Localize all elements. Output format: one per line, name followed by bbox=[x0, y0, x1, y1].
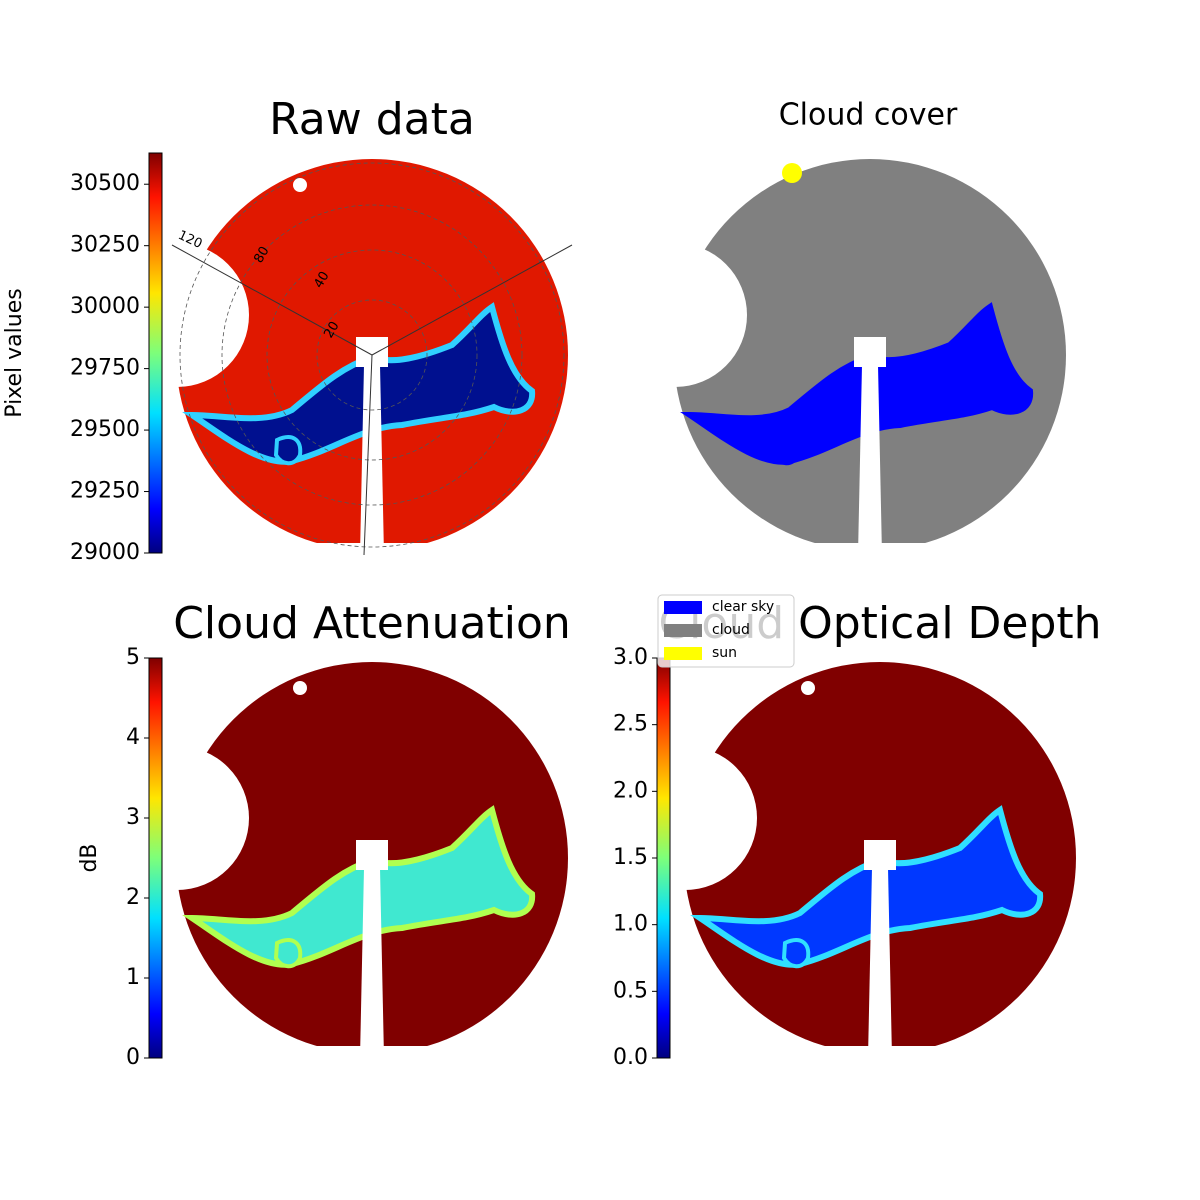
colorbar-label: Pixel values bbox=[2, 288, 27, 417]
colorbar-tick-label: 30250 bbox=[70, 233, 140, 258]
colorbar-tick-label: 3.0 bbox=[613, 645, 648, 670]
panel-title: Cloud Attenuation bbox=[173, 598, 571, 649]
colorbar-tick-label: 30500 bbox=[70, 171, 140, 196]
polar-label: 40 bbox=[311, 269, 332, 291]
sun-mask bbox=[293, 178, 307, 192]
cloud-gap bbox=[182, 302, 536, 465]
colorbar-tick-label: 29500 bbox=[70, 417, 140, 442]
cloud-gap bbox=[680, 302, 1034, 465]
cloud-gap bbox=[771, 435, 801, 466]
colorbar-tick-label: 2.0 bbox=[613, 778, 648, 803]
camera-arm bbox=[360, 868, 384, 1058]
colorbar bbox=[148, 657, 163, 1059]
polar-ray bbox=[371, 244, 573, 356]
colorbar-tick-label: 29000 bbox=[70, 540, 140, 565]
polar-grid bbox=[179, 162, 565, 548]
colorbar-tick-label: 0.0 bbox=[613, 1045, 648, 1070]
colorbar-tick-label: 0 bbox=[126, 1045, 140, 1070]
camera-arm bbox=[868, 868, 892, 1058]
colorbar-tick-label: 2 bbox=[126, 885, 140, 910]
camera-mount bbox=[864, 840, 896, 870]
obstruction bbox=[613, 746, 757, 890]
legend-label: clear sky bbox=[712, 599, 774, 615]
polar-grid bbox=[221, 204, 523, 506]
image-panel bbox=[105, 662, 572, 1066]
colorbar-tick-label: 3 bbox=[126, 805, 140, 830]
colorbar-tick-label: 1.5 bbox=[613, 845, 648, 870]
legend-label: sun bbox=[712, 645, 737, 661]
colorbar-tick-label: 1.0 bbox=[613, 912, 648, 937]
polar-ray bbox=[363, 354, 373, 556]
camera-mount bbox=[854, 337, 886, 367]
cloud-gap bbox=[273, 435, 303, 466]
polar-grid bbox=[316, 299, 428, 411]
cloud-gap bbox=[273, 938, 303, 969]
colorbar-label: dB bbox=[77, 843, 102, 872]
legend-swatch bbox=[664, 601, 702, 614]
colorbar bbox=[656, 657, 671, 1059]
sun-mask bbox=[293, 681, 307, 695]
colorbar-tick-label: 29750 bbox=[70, 356, 140, 381]
obstruction bbox=[105, 243, 249, 387]
sun-mask bbox=[801, 681, 815, 695]
sun bbox=[782, 163, 802, 183]
cloud-gap bbox=[182, 805, 536, 968]
image-panel bbox=[613, 662, 1080, 1066]
panel-title: Raw data bbox=[269, 94, 475, 145]
colorbar-tick-label: 2.5 bbox=[613, 712, 648, 737]
legend-label: cloud bbox=[712, 622, 750, 638]
panel-title: Cloud cover bbox=[779, 98, 958, 133]
polar-grid bbox=[266, 249, 478, 461]
colorbar-tick-label: 0.5 bbox=[613, 978, 648, 1003]
polar-label: 80 bbox=[251, 244, 272, 266]
polar-label: 20 bbox=[321, 319, 342, 341]
cloud-gap bbox=[781, 938, 811, 969]
obstruction bbox=[603, 243, 747, 387]
colorbar-tick-label: 4 bbox=[126, 725, 140, 750]
legend-swatch bbox=[664, 624, 702, 637]
cloud-gap bbox=[690, 805, 1044, 968]
camera-mount bbox=[356, 840, 388, 870]
legend-swatch bbox=[664, 647, 702, 660]
colorbar-tick-label: 30000 bbox=[70, 294, 140, 319]
colorbar-tick-label: 29250 bbox=[70, 479, 140, 504]
image-panel bbox=[603, 159, 1070, 563]
colorbar-tick-label: 1 bbox=[126, 965, 140, 990]
colorbar-tick-label: 5 bbox=[126, 645, 140, 670]
obstruction bbox=[105, 746, 249, 890]
polar-ray bbox=[171, 244, 373, 356]
colorbar bbox=[148, 152, 163, 554]
camera-arm bbox=[858, 365, 882, 555]
